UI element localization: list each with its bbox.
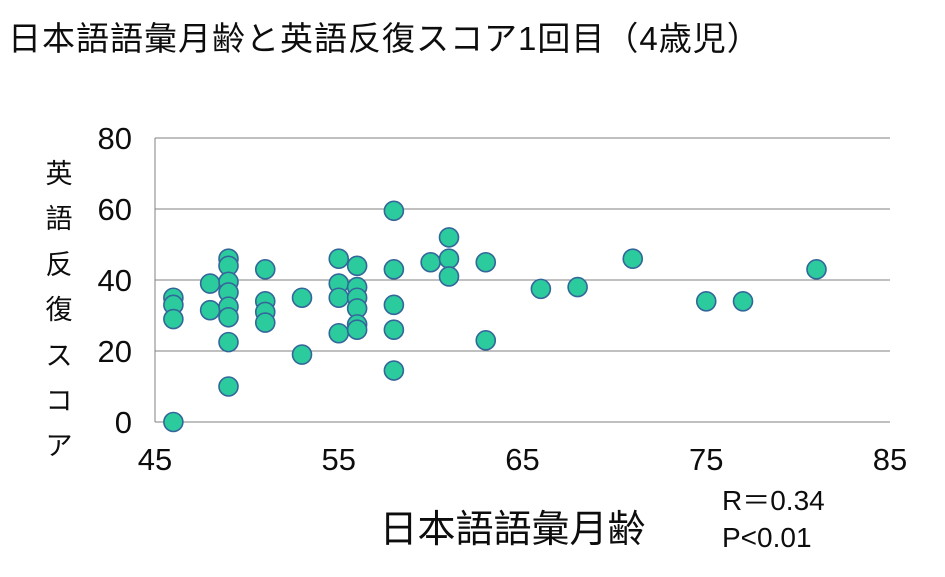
data-point [622, 248, 644, 270]
data-point [199, 273, 221, 294]
p-value-text: P<0.01 [722, 522, 812, 553]
data-point [475, 251, 497, 273]
data-point [383, 200, 405, 222]
y-axis-title-char: 英 [45, 159, 73, 189]
x-tick-label-65: 65 [505, 442, 539, 477]
y-axis-title-char: 復 [45, 295, 73, 326]
data-point [732, 290, 754, 312]
data-point [475, 330, 497, 351]
y-axis-title-char: 反 [45, 249, 73, 280]
data-point [383, 259, 405, 280]
data-point [530, 278, 552, 300]
chart-title: 日本語語彙月齢と英語反復スコア1回目（4歳児） [8, 20, 761, 57]
data-point [383, 294, 405, 316]
y-axis-title: 英語反復スコア [44, 152, 74, 470]
y-tick-label-80: 80 [98, 121, 132, 156]
data-point [346, 319, 368, 341]
data-point [420, 251, 441, 273]
data-point [328, 322, 350, 344]
x-axis-title: 日本語語彙月齢 [379, 509, 646, 551]
data-point [218, 331, 239, 353]
y-tick-label-60: 60 [98, 192, 132, 227]
data-point [695, 290, 717, 312]
data-point [438, 227, 460, 248]
y-tick-label-0: 0 [115, 405, 132, 440]
correlation-annotation: R＝0.34 P<0.01 [722, 482, 825, 556]
data-point [291, 287, 313, 309]
data-point [218, 306, 239, 328]
y-tick-label-20: 20 [98, 334, 132, 369]
x-tick-label-75: 75 [689, 442, 723, 477]
y-tick-label-40: 40 [98, 263, 132, 298]
data-point [163, 411, 184, 433]
y-axis-title-char: ア [45, 431, 73, 462]
data-point [254, 259, 276, 280]
data-point [328, 287, 350, 309]
data-point [346, 255, 368, 277]
data-point [383, 319, 405, 341]
data-point [199, 299, 221, 321]
data-point [567, 276, 588, 298]
x-tick-label-45: 45 [138, 442, 172, 477]
data-point [218, 376, 239, 397]
data-point [383, 360, 405, 381]
data-point [438, 248, 460, 270]
y-axis-title-char: ス [45, 340, 73, 371]
r-value-text: R＝0.34 [722, 485, 825, 516]
data-point [291, 344, 313, 365]
data-point [254, 312, 276, 333]
y-axis-title-char: 語 [45, 204, 73, 235]
x-tick-label-85: 85 [873, 442, 907, 477]
y-axis-title-char: コ [45, 386, 73, 417]
data-point [328, 248, 350, 270]
data-point [806, 259, 827, 280]
data-point [163, 308, 184, 330]
x-tick-label-55: 55 [322, 442, 356, 477]
data-point [438, 266, 460, 287]
